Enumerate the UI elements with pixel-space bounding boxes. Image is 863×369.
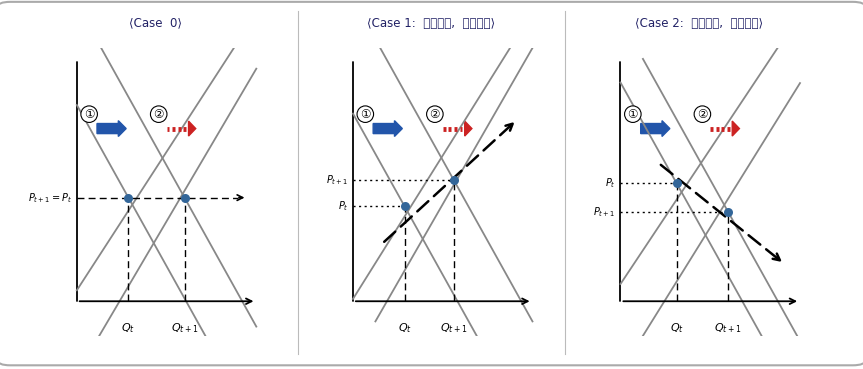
Text: $P_t$: $P_t$ <box>605 176 616 190</box>
FancyArrow shape <box>464 121 472 136</box>
Text: ②: ② <box>154 108 164 121</box>
Text: ⟨Case 1:  소비증가,  가격상승⟩: ⟨Case 1: 소비증가, 가격상승⟩ <box>368 17 495 30</box>
Text: $Q_{t+1}$: $Q_{t+1}$ <box>171 321 198 335</box>
Text: $P_{t+1}$: $P_{t+1}$ <box>326 173 349 187</box>
Text: $P_{t+1}= P_t$: $P_{t+1}= P_t$ <box>28 191 72 204</box>
Text: $Q_{t+1}$: $Q_{t+1}$ <box>715 321 742 335</box>
FancyArrow shape <box>188 121 196 136</box>
Text: ②: ② <box>430 108 440 121</box>
Text: ⟨Case 2:  소비증가,  가격하락⟩: ⟨Case 2: 소비증가, 가격하락⟩ <box>635 17 763 30</box>
Text: ①: ① <box>627 108 638 121</box>
Text: $P_t$: $P_t$ <box>337 199 349 213</box>
Text: ②: ② <box>697 108 708 121</box>
FancyArrow shape <box>373 121 402 137</box>
FancyArrow shape <box>732 121 740 136</box>
FancyArrow shape <box>97 121 126 137</box>
Text: $Q_{t+1}$: $Q_{t+1}$ <box>440 321 468 335</box>
Text: ⟨Case  0⟩: ⟨Case 0⟩ <box>129 17 182 30</box>
Text: $Q_t$: $Q_t$ <box>398 321 412 335</box>
Text: $Q_t$: $Q_t$ <box>122 321 135 335</box>
Text: ①: ① <box>360 108 370 121</box>
FancyArrow shape <box>640 121 670 137</box>
Text: ①: ① <box>84 108 94 121</box>
Text: $P_{t+1}$: $P_{t+1}$ <box>594 205 616 219</box>
Text: $Q_t$: $Q_t$ <box>670 321 683 335</box>
